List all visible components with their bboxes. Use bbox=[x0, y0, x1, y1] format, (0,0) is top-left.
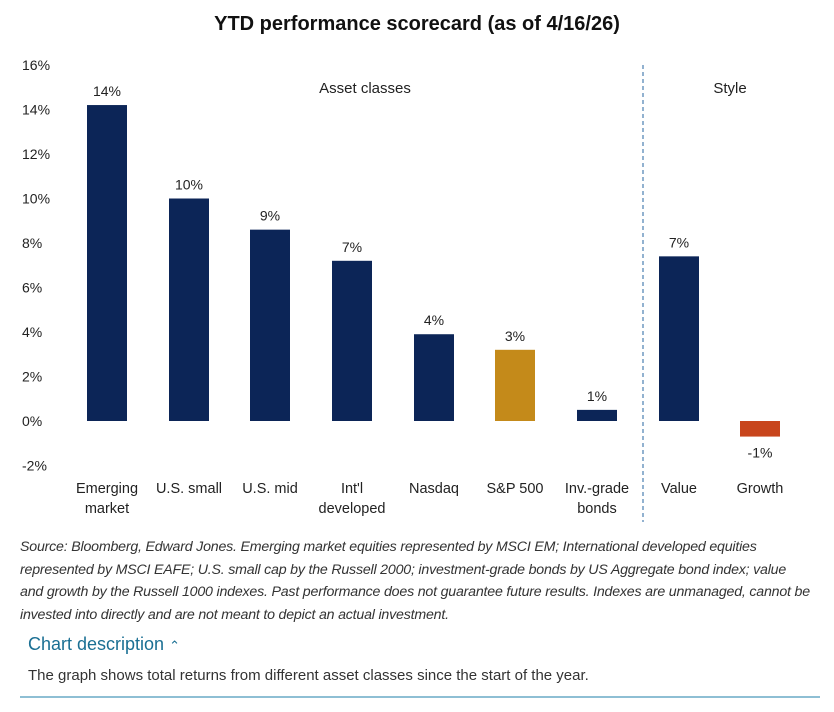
y-tick-label: 0% bbox=[22, 413, 42, 429]
bar bbox=[740, 421, 780, 437]
x-tick-label: Inv.-grade bbox=[565, 481, 629, 497]
data-label: 7% bbox=[342, 239, 362, 255]
x-tick-label: Nasdaq bbox=[409, 481, 459, 497]
x-tick-label: bonds bbox=[577, 501, 617, 517]
x-tick-label: S&P 500 bbox=[487, 481, 544, 497]
data-label: 9% bbox=[260, 208, 280, 224]
x-tick-label: Growth bbox=[737, 481, 784, 497]
x-tick-label: Emerging bbox=[76, 481, 138, 497]
data-label: 7% bbox=[669, 234, 689, 250]
group-label: Asset classes bbox=[319, 80, 411, 97]
data-label: 4% bbox=[424, 312, 444, 328]
bar bbox=[332, 260, 372, 421]
y-tick-label: 14% bbox=[22, 102, 50, 118]
y-tick-label: 10% bbox=[22, 191, 50, 207]
bar bbox=[495, 349, 535, 421]
x-tick-label: U.S. mid bbox=[242, 481, 298, 497]
chart-description-label: Chart description bbox=[28, 634, 165, 654]
chart-description-toggle[interactable]: Chart description ⌃ bbox=[28, 634, 180, 655]
divider bbox=[20, 696, 820, 698]
y-tick-label: -2% bbox=[22, 458, 47, 474]
bar bbox=[169, 198, 209, 421]
x-tick-label: market bbox=[85, 501, 129, 517]
y-tick-label: 2% bbox=[22, 369, 42, 385]
chart-title: YTD performance scorecard (as of 4/16/26… bbox=[214, 13, 620, 35]
source-note: Source: Bloomberg, Edward Jones. Emergin… bbox=[20, 539, 810, 623]
x-tick-label: U.S. small bbox=[156, 481, 222, 497]
data-label: 10% bbox=[175, 177, 203, 193]
data-label: -1% bbox=[748, 445, 773, 461]
data-label: 3% bbox=[505, 328, 525, 344]
y-tick-label: 8% bbox=[22, 235, 42, 251]
bar bbox=[414, 334, 454, 421]
y-tick-label: 4% bbox=[22, 324, 42, 340]
bar-chart: YTD performance scorecard (as of 4/16/26… bbox=[22, 13, 784, 522]
bar bbox=[659, 256, 699, 421]
x-tick-label: Int'l bbox=[341, 481, 363, 497]
bar bbox=[250, 229, 290, 421]
x-tick-label: Value bbox=[661, 481, 697, 497]
data-label: 1% bbox=[587, 388, 607, 404]
bar bbox=[577, 409, 617, 421]
chevron-up-icon: ⌃ bbox=[169, 638, 180, 653]
group-label: Style bbox=[713, 80, 746, 97]
data-label: 14% bbox=[93, 83, 121, 99]
y-tick-label: 12% bbox=[22, 146, 50, 162]
bar bbox=[87, 105, 127, 422]
y-tick-label: 16% bbox=[22, 57, 50, 73]
chart-description-text: The graph shows total returns from diffe… bbox=[28, 667, 589, 684]
y-tick-label: 6% bbox=[22, 280, 42, 296]
x-tick-label: developed bbox=[319, 501, 386, 517]
